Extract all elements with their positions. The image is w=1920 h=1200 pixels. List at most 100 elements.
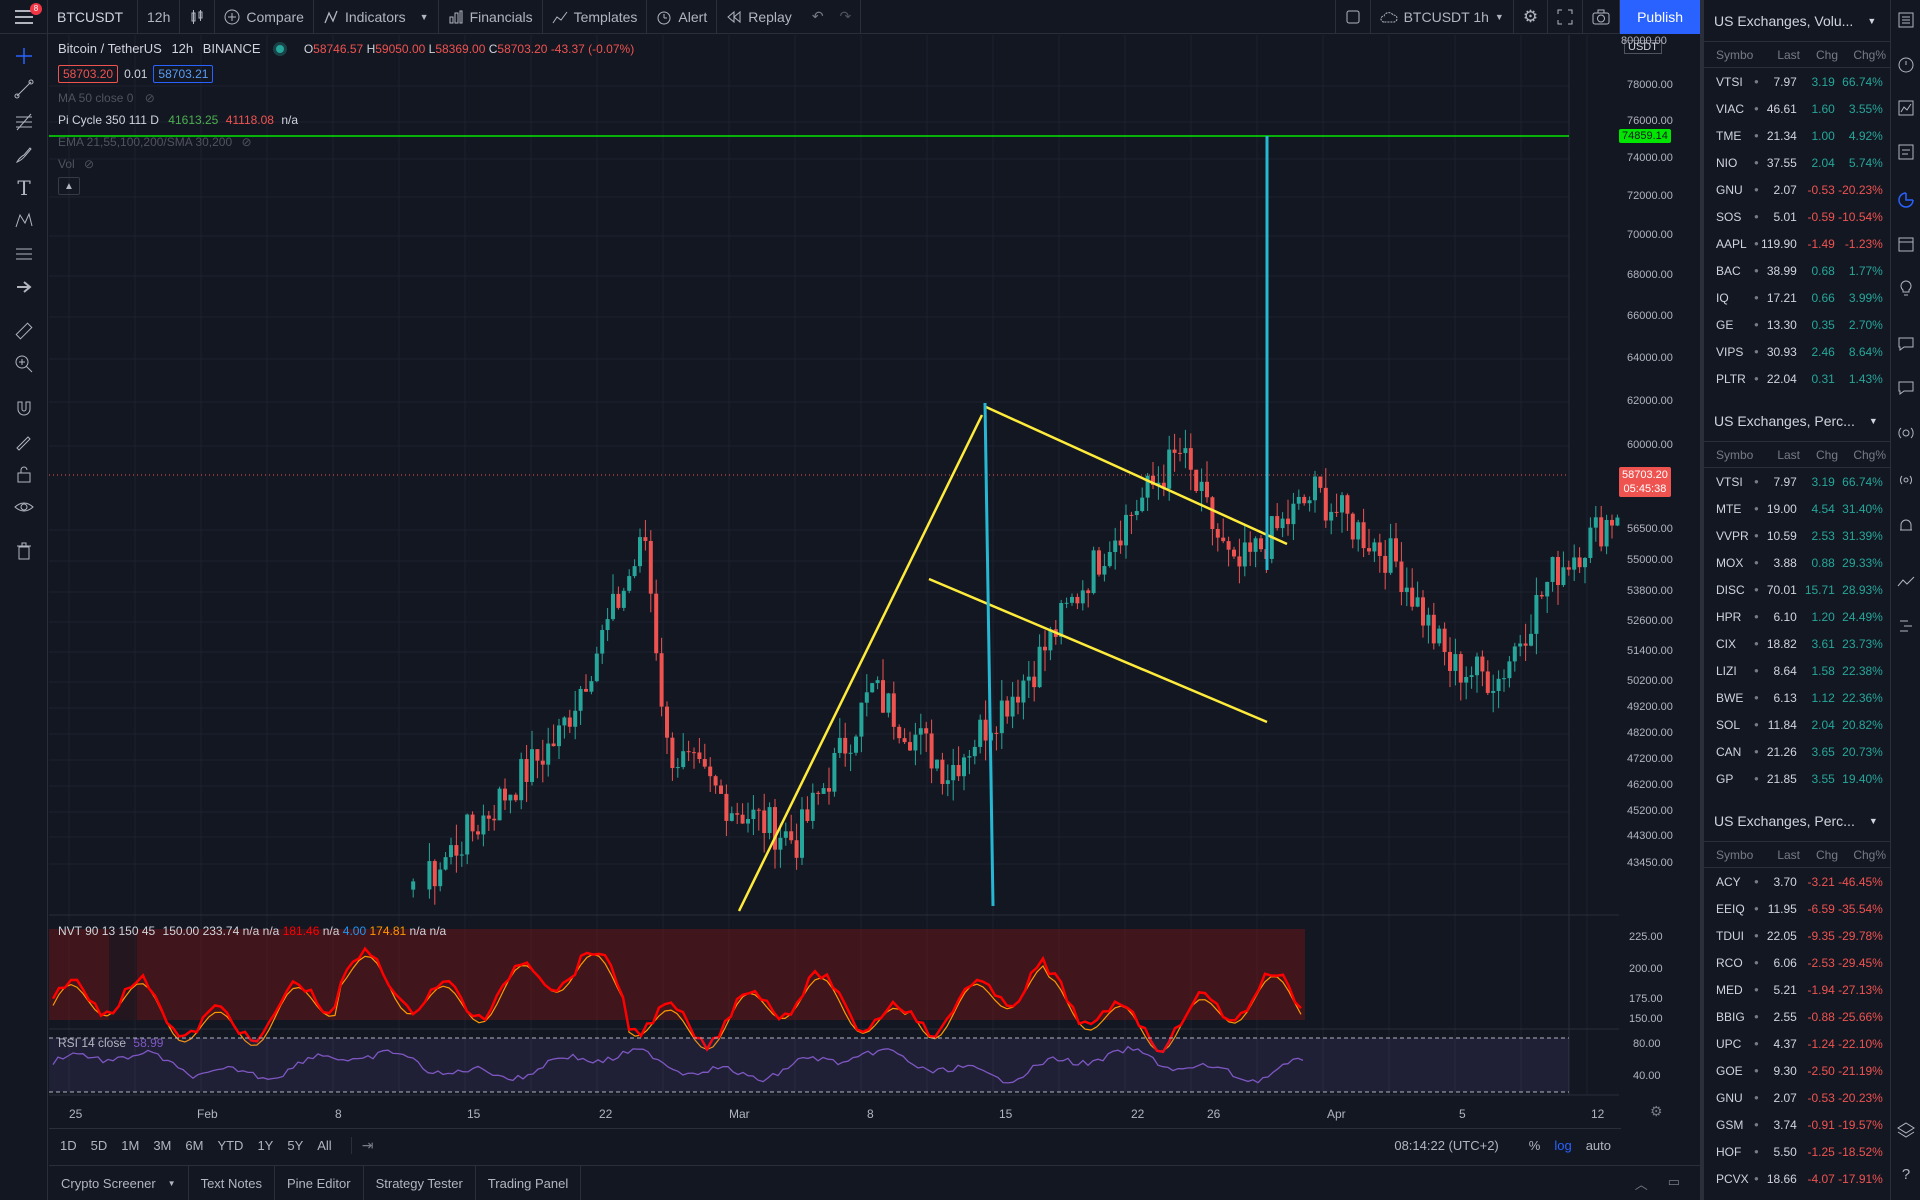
watchlist-row[interactable]: VIAC ● 46.61 1.60 3.55%	[1704, 95, 1890, 122]
financials-button[interactable]: Financials	[439, 0, 543, 34]
col-change[interactable]: Chg	[1815, 47, 1838, 62]
ema-legend[interactable]: EMA 21,55,100,200/SMA 30,200 ⊘	[58, 135, 252, 149]
col-last[interactable]: Last	[1777, 847, 1800, 862]
templates-button[interactable]: Templates	[543, 0, 648, 34]
magnet-icon[interactable]	[12, 396, 36, 420]
tab-crypto-screener[interactable]: Crypto Screener ▼	[49, 1165, 189, 1200]
watchlist-row[interactable]: VIPS ● 30.93 2.46 8.64%	[1704, 338, 1890, 365]
price-chart[interactable]	[49, 35, 1621, 1125]
watchlist-row[interactable]: VTSI ● 7.97 3.19 66.74%	[1704, 468, 1890, 495]
layout-select-button[interactable]	[1334, 0, 1371, 34]
watchlist-row[interactable]: GP ● 21.85 3.55 19.40%	[1704, 765, 1890, 792]
hotlist-icon[interactable]	[1896, 190, 1916, 210]
help-icon[interactable]: ?	[1901, 1166, 1911, 1183]
timeframe-option[interactable]: 5Y	[287, 1138, 304, 1153]
watchlist-row[interactable]: BWE ● 6.13 1.12 22.36%	[1704, 684, 1890, 711]
watchlist-row[interactable]: GSM ● 3.74 -0.91 -19.57%	[1704, 1111, 1890, 1138]
brush-icon[interactable]	[12, 143, 36, 167]
watchlist-row[interactable]: MTE ● 19.00 4.54 31.40%	[1704, 495, 1890, 522]
streams-icon[interactable]	[1896, 424, 1916, 444]
auto-scale-toggle[interactable]: auto	[1585, 1138, 1611, 1153]
fullscreen-button[interactable]	[1548, 0, 1584, 34]
undo-icon[interactable]: ↶	[811, 8, 824, 24]
text-tool-icon[interactable]: T	[17, 176, 31, 200]
watchlist-row[interactable]: CIX ● 18.82 3.61 23.73%	[1704, 630, 1890, 657]
watchlist-row[interactable]: MED ● 5.21 -1.94 -27.13%	[1704, 976, 1890, 1003]
ideas-lightbulb-icon[interactable]	[1896, 278, 1916, 298]
timeframe-option[interactable]: 1D	[60, 1138, 77, 1153]
interval-button[interactable]: 12h	[138, 0, 181, 34]
prediction-icon[interactable]	[12, 242, 36, 266]
timeframe-option[interactable]: 6M	[185, 1138, 204, 1153]
pattern-icon[interactable]	[1896, 572, 1916, 592]
eye-hidden-icon[interactable]: ⊘	[84, 157, 95, 171]
chart-type-button[interactable]	[180, 0, 216, 34]
broadcast-icon[interactable]	[1896, 470, 1916, 490]
redo-icon[interactable]: ↷	[839, 8, 852, 24]
eye-hidden-icon[interactable]: ⊘	[144, 91, 155, 105]
bid-price[interactable]: 58703.20	[58, 65, 119, 83]
eye-icon[interactable]	[12, 495, 36, 519]
watchlist-row[interactable]: GE ● 13.30 0.35 2.70%	[1704, 311, 1890, 338]
watchlist-row[interactable]: AAPL ● 119.90 -1.49 -1.23%	[1704, 230, 1890, 257]
trend-line-icon[interactable]	[12, 77, 36, 101]
watchlist-row[interactable]: UPC ● 4.37 -1.24 -22.10%	[1704, 1030, 1890, 1057]
watchlist-row[interactable]: CAN ● 21.26 3.65 20.73%	[1704, 738, 1890, 765]
zoom-in-icon[interactable]	[12, 352, 36, 376]
col-symbol[interactable]: Symbo	[1716, 847, 1754, 862]
alert-button[interactable]: Alert	[647, 0, 718, 34]
col-change-pct[interactable]: Chg%	[1853, 447, 1886, 462]
indicators-button[interactable]: Indicators ▼	[314, 0, 439, 34]
axis-settings-icon[interactable]: ⚙	[1650, 1103, 1663, 1119]
log-scale-toggle[interactable]: log	[1554, 1138, 1572, 1153]
ma-legend[interactable]: MA 50 close 0 ⊘	[58, 91, 155, 105]
collapse-legend-button[interactable]: ▲	[58, 177, 80, 195]
layers-icon[interactable]	[1896, 1120, 1916, 1140]
watchlist-row[interactable]: GNU ● 2.07 -0.53 -20.23%	[1704, 176, 1890, 203]
alarm-clock-icon[interactable]	[1896, 54, 1916, 74]
crosshair-icon[interactable]	[12, 44, 36, 68]
col-change[interactable]: Chg	[1815, 447, 1838, 462]
chart-area[interactable]: Bitcoin / TetherUS 12h BINANCE O58746.57…	[49, 35, 1673, 1125]
layout-name-button[interactable]: BTCUSDT 1h ▼	[1371, 0, 1514, 34]
tab-pine-editor[interactable]: Pine Editor	[275, 1165, 364, 1200]
watchlist-row[interactable]: SOS ● 5.01 -0.59 -10.54%	[1704, 203, 1890, 230]
watchlist-row[interactable]: LIZI ● 8.64 1.58 22.38%	[1704, 657, 1890, 684]
watchlist-row[interactable]: VVPR ● 10.59 2.53 31.39%	[1704, 522, 1890, 549]
percent-scale-toggle[interactable]: %	[1528, 1138, 1541, 1153]
data-window-icon[interactable]	[1896, 98, 1916, 118]
clock-display[interactable]: 08:14:22 (UTC+2)	[1394, 1138, 1499, 1153]
arrow-right-icon[interactable]	[12, 275, 36, 299]
watchlist-row[interactable]: HPR ● 6.10 1.20 24.49%	[1704, 603, 1890, 630]
publish-button[interactable]: Publish	[1620, 0, 1700, 34]
timeframe-option[interactable]: 5D	[90, 1138, 108, 1153]
collapse-panel-icon[interactable]: ︿	[1634, 1176, 1648, 1192]
timeframe-option[interactable]: 1M	[121, 1138, 140, 1153]
watchlist-row[interactable]: PCVX ● 18.66 -4.07 -17.91%	[1704, 1165, 1890, 1192]
rsi-legend[interactable]: RSI 14 close 58.99	[58, 1036, 163, 1050]
legend-title[interactable]: Bitcoin / TetherUS	[58, 41, 162, 56]
watchlist-row[interactable]: TME ● 21.34 1.00 4.92%	[1704, 122, 1890, 149]
bell-icon[interactable]	[1896, 516, 1916, 536]
messages-icon[interactable]	[1896, 378, 1916, 398]
timeframe-option[interactable]: 1Y	[257, 1138, 274, 1153]
watchlist-title[interactable]: US Exchanges, Volu... ▼	[1704, 0, 1890, 42]
watchlist-row[interactable]: TDUI ● 22.05 -9.35 -29.78%	[1704, 922, 1890, 949]
pi-cycle-legend[interactable]: Pi Cycle 350 111 D 41613.25 41118.08 n/a	[58, 113, 298, 127]
eye-hidden-icon[interactable]: ⊘	[241, 135, 252, 149]
pattern-icon[interactable]	[12, 209, 36, 233]
watchlist-row[interactable]: GNU ● 2.07 -0.53 -20.23%	[1704, 1084, 1890, 1111]
watchlist-row[interactable]: GOE ● 9.30 -2.50 -21.19%	[1704, 1057, 1890, 1084]
col-symbol[interactable]: Symbo	[1716, 447, 1754, 462]
replay-button[interactable]: Replay ↶ ↷	[717, 0, 862, 34]
tab-strategy-tester[interactable]: Strategy Tester	[364, 1165, 476, 1200]
menu-button[interactable]: 8	[0, 0, 48, 34]
news-icon[interactable]	[1896, 142, 1916, 162]
watchlist-row[interactable]: MOX ● 3.88 0.88 29.33%	[1704, 549, 1890, 576]
watchlist-row[interactable]: RCO ● 6.06 -2.53 -29.45%	[1704, 949, 1890, 976]
col-change-pct[interactable]: Chg%	[1853, 47, 1886, 62]
col-change[interactable]: Chg	[1815, 847, 1838, 862]
col-last[interactable]: Last	[1777, 447, 1800, 462]
tab-text-notes[interactable]: Text Notes	[189, 1165, 275, 1200]
col-symbol[interactable]: Symbo	[1716, 47, 1754, 62]
